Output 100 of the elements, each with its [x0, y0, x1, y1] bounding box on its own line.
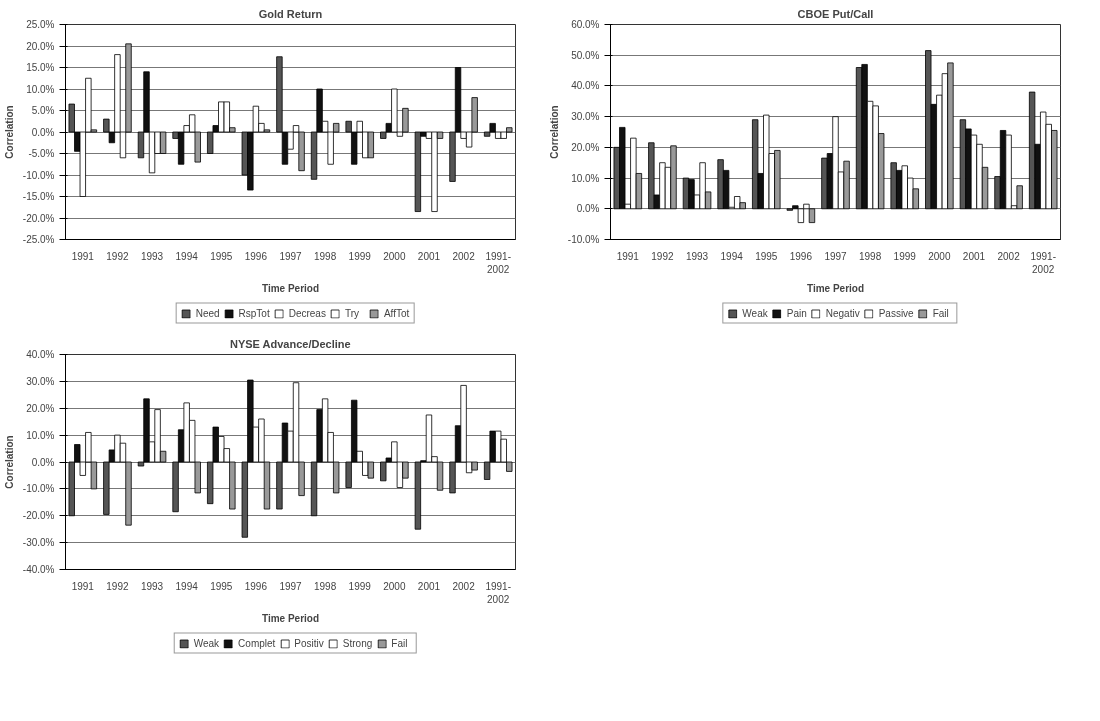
y-tick-label: 60.0%	[571, 19, 600, 30]
y-tick-label: 40.0%	[571, 80, 600, 92]
x-tick-label: 1998	[313, 250, 337, 262]
y-tick-label: 20.0%	[571, 141, 600, 153]
x-tick-label: 1997	[279, 250, 303, 262]
y-tick-label: -20.0%	[22, 510, 55, 522]
legend-label: Weak	[193, 637, 220, 649]
x-tick-label: 1993	[140, 580, 164, 592]
y-tick-label: 25.0%	[26, 19, 55, 30]
y-tick-label: -20.0%	[22, 212, 55, 224]
x-tick-label: 1992	[106, 580, 129, 592]
x-tick-label: 1999	[348, 250, 372, 262]
x-tick-label: 1998	[858, 250, 882, 262]
y-tick-label: -10.0%	[22, 169, 55, 181]
x-tick-label: 2002	[452, 250, 476, 262]
x-tick-label: 1997	[824, 250, 848, 262]
x-tick-label: 1991-2002	[1030, 250, 1056, 275]
x-tick-label: 1991-2002	[485, 250, 511, 275]
x-tick-label: 1996	[244, 580, 268, 592]
legend-label: Positiv	[294, 637, 324, 649]
y-tick-label: 40.0%	[26, 349, 55, 360]
legend-label: Strong	[342, 637, 373, 649]
x-axis-title: Time Period	[261, 282, 320, 294]
x-tick-label: 1993	[140, 250, 164, 262]
y-tick-label: 0.0%	[31, 126, 55, 138]
y-tick-label: 5.0%	[31, 105, 55, 116]
x-tick-label: 1991	[616, 250, 640, 262]
x-tick-label: 2001	[417, 250, 441, 262]
legend-label: Negativ	[825, 307, 860, 319]
bar	[648, 142, 655, 210]
x-tick-label: 1999	[348, 580, 372, 592]
bar	[890, 162, 897, 210]
x-tick-label: 1994	[175, 250, 199, 262]
x-tick-label: 2002	[997, 250, 1021, 262]
x-tick-label: 1998	[313, 580, 337, 592]
y-tick-label: -10.0%	[22, 483, 55, 495]
y-axis-title: Correlation	[548, 105, 560, 159]
x-tick-label: 1996	[789, 250, 813, 262]
legend-label: Try	[344, 307, 360, 319]
legend-label: Passive	[878, 307, 914, 319]
y-tick-label: -25.0%	[22, 234, 55, 245]
bar	[752, 119, 759, 210]
y-tick-label: 15.0%	[26, 62, 55, 73]
legend-label: Weak	[742, 307, 768, 319]
chart-title: CBOE Put/Call	[797, 7, 874, 20]
x-tick-label: 1994	[720, 250, 744, 262]
y-tick-label: -30.0%	[22, 537, 55, 549]
chart-title: NYSE Advance/Decline	[229, 337, 351, 350]
y-tick-label: 50.0%	[571, 49, 600, 61]
y-tick-label: -10.0%	[567, 234, 600, 245]
x-tick-label: 1995	[210, 580, 233, 592]
chart-title: Gold Return	[258, 7, 323, 20]
x-tick-label: 2001	[962, 250, 986, 262]
x-tick-label: 1994	[175, 580, 199, 592]
bar	[414, 131, 422, 212]
x-tick-label: 2000	[383, 580, 406, 592]
y-tick-label: 10.0%	[26, 83, 55, 95]
x-tick-label: 1993	[685, 250, 709, 262]
bar	[380, 461, 387, 482]
x-tick-label: 1991-2002	[485, 580, 511, 605]
bar	[414, 461, 422, 530]
x-tick-label: 1997	[279, 580, 303, 592]
legend-label: Decreas	[288, 307, 326, 319]
legend-label: Pain	[786, 307, 807, 319]
y-tick-label: 0.0%	[576, 203, 600, 215]
x-tick-label: 1995	[755, 250, 778, 262]
y-tick-label: -15.0%	[22, 191, 55, 202]
x-axis-title: Time Period	[806, 282, 865, 294]
y-tick-label: 20.0%	[26, 40, 55, 52]
bar	[925, 50, 932, 210]
x-tick-label: 1992	[651, 250, 674, 262]
legend-label: Fail	[932, 307, 950, 319]
bar	[821, 157, 828, 210]
x-axis-title: Time Period	[261, 612, 320, 624]
y-tick-label: -40.0%	[22, 564, 55, 575]
x-tick-label: 1992	[106, 250, 129, 262]
legend-label: Complet	[238, 637, 276, 649]
legend-label: Fail	[391, 637, 409, 649]
x-tick-label: 1991	[71, 580, 95, 592]
x-tick-label: 1991	[71, 250, 95, 262]
x-tick-label: 1995	[210, 250, 233, 262]
y-tick-label: 0.0%	[31, 456, 55, 468]
y-tick-label: -5.0%	[28, 148, 55, 159]
y-tick-label: 30.0%	[26, 375, 55, 387]
x-tick-label: 2001	[417, 580, 441, 592]
x-tick-label: 2002	[452, 580, 476, 592]
legend-label: AffTot	[383, 307, 410, 319]
x-tick-label: 2000	[928, 250, 951, 262]
y-tick-label: 10.0%	[26, 429, 55, 441]
bar	[1028, 91, 1036, 210]
y-tick-label: 30.0%	[571, 111, 600, 123]
x-tick-label: 2000	[383, 250, 406, 262]
legend-label: Need	[195, 307, 220, 319]
y-axis-title: Correlation	[3, 105, 15, 159]
y-tick-label: 20.0%	[26, 402, 55, 414]
x-tick-label: 1996	[244, 250, 268, 262]
y-tick-label: 10.0%	[571, 172, 600, 184]
x-tick-label: 1999	[893, 250, 917, 262]
y-axis-title: Correlation	[3, 435, 15, 489]
legend-label: RspTot	[238, 307, 270, 319]
